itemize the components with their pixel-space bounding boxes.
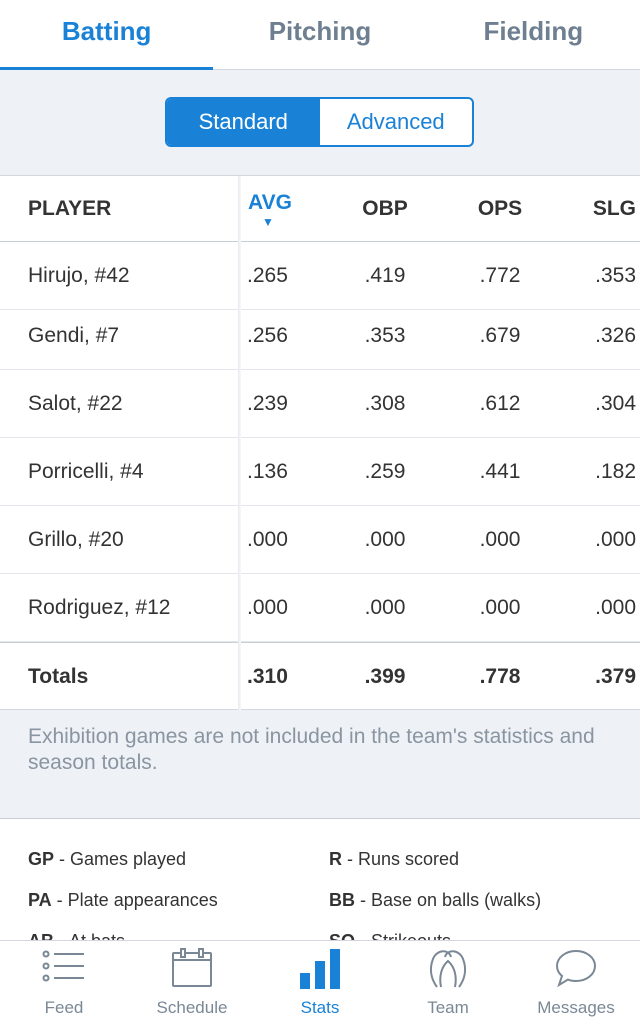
stats-legend: GP - Games played R - Runs scored PA - P…: [0, 818, 640, 948]
slg-value: .182: [595, 459, 636, 483]
totals-row: Totals .310 .399 .778 .379: [0, 642, 640, 710]
avg-value: .265: [247, 263, 288, 287]
table-row[interactable]: Rodriguez, #12 .000 .000 .000 .000: [0, 574, 640, 642]
legend-desc: - Base on balls (walks): [355, 890, 542, 910]
table-row[interactable]: Grillo, #20 .000 .000 .000 .000: [0, 506, 640, 574]
batting-stats-table: PLAYER AVG ▼ OBP OPS SLG Hirujo, #42 .26…: [0, 175, 640, 711]
nav-label: Messages: [537, 998, 615, 1017]
bottom-tab-bar: Feed Schedule Stats: [0, 940, 640, 1020]
ops-value: .612: [479, 391, 521, 415]
ops-value: .000: [479, 595, 521, 619]
tab-pitching[interactable]: Pitching: [268, 16, 372, 46]
segment-advanced[interactable]: Advanced: [346, 109, 445, 134]
avg-value: .000: [247, 595, 288, 619]
stats-type-segmented-control: Standard Advanced: [165, 97, 474, 147]
avg-value: .000: [247, 527, 288, 551]
slg-value: .326: [595, 323, 636, 347]
table-row[interactable]: Gendi, #7 .256 .353 .679 .326: [0, 302, 640, 370]
tab-batting[interactable]: Batting: [0, 0, 214, 70]
legend-abbr: BB: [329, 890, 355, 910]
column-header-avg-label: AVG: [248, 190, 292, 214]
slg-value: .304: [595, 391, 636, 415]
legend-abbr: R: [329, 849, 342, 869]
sort-descending-icon: ▼: [262, 214, 274, 229]
avg-value: .256: [247, 323, 288, 347]
slg-value: .353: [595, 263, 636, 287]
legend-item: BB - Base on balls (walks): [329, 890, 541, 911]
column-header-player[interactable]: PLAYER: [28, 196, 112, 220]
obp-total: .399: [364, 664, 406, 688]
top-tab-bar: Batting Pitching Fielding: [0, 0, 640, 70]
ops-value: .000: [479, 527, 521, 551]
legend-item: PA - Plate appearances: [28, 890, 218, 911]
frozen-column-divider: [238, 176, 241, 711]
team-icon: [424, 944, 472, 992]
legend-abbr: GP: [28, 849, 55, 869]
table-row[interactable]: Porricelli, #4 .136 .259 .441 .182: [0, 438, 640, 506]
legend-item: GP - Games played: [28, 849, 186, 870]
column-header-slg[interactable]: SLG: [592, 196, 636, 220]
nav-team[interactable]: Team: [384, 941, 512, 1020]
tab-fielding[interactable]: Fielding: [483, 16, 584, 46]
nav-label: Schedule: [156, 998, 228, 1017]
ops-value: .679: [479, 323, 521, 347]
column-header-obp[interactable]: OBP: [362, 196, 408, 220]
obp-value: .353: [364, 323, 406, 347]
legend-item: R - Runs scored: [329, 849, 459, 870]
table-row[interactable]: Hirujo, #42 .265 .419 .772 .353: [0, 242, 640, 310]
table-header-row: PLAYER AVG ▼ OBP OPS SLG: [0, 176, 640, 242]
totals-label: Totals: [28, 664, 89, 688]
bar-chart-icon: [296, 944, 344, 992]
slg-total: .379: [595, 664, 636, 688]
column-header-ops[interactable]: OPS: [477, 196, 523, 220]
player-name: Grillo, #20: [28, 527, 124, 551]
obp-value: .259: [364, 459, 406, 483]
nav-stats[interactable]: Stats: [256, 941, 384, 1020]
player-name: Salot, #22: [28, 391, 123, 415]
obp-value: .000: [364, 595, 406, 619]
nav-label: Team: [427, 998, 469, 1017]
avg-value: .239: [247, 391, 288, 415]
nav-messages[interactable]: Messages: [512, 941, 640, 1020]
slg-value: .000: [595, 527, 636, 551]
legend-desc: - Games played: [54, 849, 187, 869]
player-name: Rodriguez, #12: [28, 595, 171, 619]
ops-total: .778: [479, 664, 521, 688]
nav-schedule[interactable]: Schedule: [128, 941, 256, 1020]
legend-desc: - Runs scored: [342, 849, 460, 869]
nav-feed[interactable]: Feed: [0, 941, 128, 1020]
legend-desc: - Plate appearances: [51, 890, 218, 910]
player-name: Gendi, #7: [28, 323, 120, 347]
column-header-avg[interactable]: AVG ▼: [240, 176, 320, 241]
feed-list-icon: [40, 944, 88, 992]
chat-bubble-icon: [552, 944, 600, 992]
ops-value: .441: [479, 459, 521, 483]
exhibition-note: Exhibition games are not included in the…: [28, 725, 595, 774]
ops-value: .772: [479, 263, 521, 287]
slg-value: .000: [595, 595, 636, 619]
player-name: Porricelli, #4: [28, 459, 144, 483]
obp-value: .419: [364, 263, 406, 287]
nav-label: Stats: [300, 998, 340, 1017]
nav-label: Feed: [44, 998, 84, 1017]
avg-total: .310: [247, 664, 288, 688]
avg-value: .136: [247, 459, 288, 483]
table-row[interactable]: Salot, #22 .239 .308 .612 .304: [0, 370, 640, 438]
obp-value: .000: [364, 527, 406, 551]
segment-standard[interactable]: Standard: [167, 99, 320, 145]
calendar-icon: [168, 944, 216, 992]
legend-abbr: PA: [28, 890, 52, 910]
player-name: Hirujo, #42: [28, 263, 130, 287]
obp-value: .308: [364, 391, 406, 415]
